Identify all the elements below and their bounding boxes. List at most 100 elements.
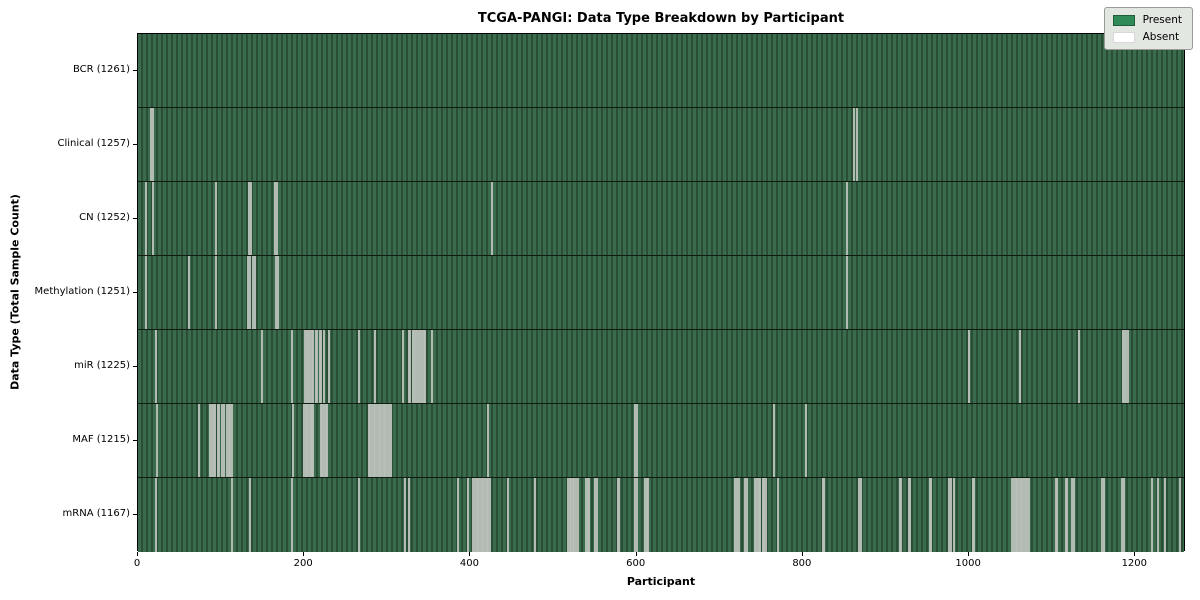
x-tick-mark bbox=[635, 552, 637, 556]
absent-stripe bbox=[326, 404, 329, 477]
absent-stripe bbox=[635, 404, 638, 477]
absent-stripe bbox=[407, 330, 410, 403]
absent-stripe bbox=[507, 478, 510, 552]
absent-stripe bbox=[307, 330, 310, 403]
y-tick-mark bbox=[133, 292, 137, 293]
absent-stripe bbox=[1126, 330, 1129, 403]
absent-stripe bbox=[357, 330, 360, 403]
absent-stripe bbox=[209, 404, 212, 477]
absent-stripe bbox=[318, 330, 321, 403]
absent-stripe bbox=[594, 478, 597, 552]
absent-stripe bbox=[152, 108, 155, 181]
absent-stripe bbox=[485, 478, 488, 552]
absent-stripe bbox=[568, 478, 571, 552]
absent-stripe bbox=[1071, 478, 1074, 552]
absent-stripe bbox=[369, 404, 372, 477]
y-tick-label-cn: CN (1252) bbox=[79, 212, 130, 223]
absent-stripe bbox=[210, 404, 213, 477]
absent-stripe bbox=[1120, 478, 1123, 552]
absent-stripe bbox=[430, 330, 433, 403]
absent-stripe bbox=[634, 478, 637, 552]
absent-stripe bbox=[303, 330, 306, 403]
absent-stripe bbox=[635, 478, 638, 552]
absent-stripe bbox=[187, 256, 190, 329]
absent-stripe bbox=[950, 478, 953, 552]
absent-stripe bbox=[1021, 478, 1024, 552]
absent-stripe bbox=[416, 330, 419, 403]
x-tick-mark bbox=[968, 552, 970, 556]
absent-swatch-icon bbox=[1112, 31, 1135, 43]
absent-stripe bbox=[1101, 478, 1104, 552]
absent-stripe bbox=[482, 478, 485, 552]
absent-stripe bbox=[314, 330, 317, 403]
absent-stripe bbox=[1077, 330, 1080, 403]
legend-item-present: Present bbox=[1112, 14, 1182, 26]
absent-stripe bbox=[595, 478, 598, 552]
absent-stripe bbox=[846, 256, 849, 329]
absent-stripe bbox=[379, 404, 382, 477]
absent-stripe bbox=[480, 478, 483, 552]
absent-stripe bbox=[225, 404, 228, 477]
absent-stripe bbox=[488, 478, 491, 552]
absent-stripe bbox=[759, 478, 762, 552]
y-tick-label-clinical: Clinical (1257) bbox=[57, 138, 131, 149]
plot-area bbox=[137, 33, 1185, 552]
legend: Present Absent bbox=[1103, 7, 1193, 50]
absent-stripe bbox=[290, 478, 293, 552]
absent-stripe bbox=[1018, 330, 1021, 403]
absent-stripe bbox=[618, 478, 621, 552]
absent-stripe bbox=[222, 404, 225, 477]
absent-stripe bbox=[736, 478, 739, 552]
absent-stripe bbox=[384, 404, 387, 477]
absent-stripe bbox=[220, 404, 223, 477]
legend-absent-label: Absent bbox=[1142, 31, 1180, 43]
absent-stripe bbox=[305, 330, 308, 403]
absent-stripe bbox=[308, 404, 311, 477]
absent-stripe bbox=[533, 478, 536, 552]
absent-stripe bbox=[419, 330, 422, 403]
absent-stripe bbox=[382, 404, 385, 477]
absent-stripe bbox=[1026, 478, 1029, 552]
absent-stripe bbox=[467, 478, 470, 552]
absent-stripe bbox=[230, 404, 233, 477]
heatmap-row-mrna bbox=[138, 478, 1184, 552]
absent-stripe bbox=[737, 478, 740, 552]
absent-stripe bbox=[1023, 478, 1026, 552]
absent-stripe bbox=[1014, 478, 1017, 552]
absent-stripe bbox=[761, 478, 764, 552]
absent-stripe bbox=[473, 478, 476, 552]
y-tick-mark bbox=[133, 366, 137, 367]
x-tick-mark bbox=[801, 552, 803, 556]
absent-stripe bbox=[150, 108, 153, 181]
absent-stripe bbox=[292, 404, 295, 477]
absent-stripe bbox=[322, 404, 325, 477]
absent-stripe bbox=[483, 478, 486, 552]
absent-stripe bbox=[634, 404, 637, 477]
heatmap-row-cn bbox=[138, 182, 1184, 256]
absent-stripe bbox=[1121, 330, 1124, 403]
absent-stripe bbox=[968, 330, 971, 403]
absent-stripe bbox=[1056, 478, 1059, 552]
absent-stripe bbox=[765, 478, 768, 552]
absent-stripe bbox=[327, 330, 330, 403]
x-tick-label-800: 800 bbox=[792, 558, 812, 569]
absent-stripe bbox=[763, 478, 766, 552]
absent-stripe bbox=[1019, 478, 1022, 552]
y-axis-title: Data Type (Total Sample Count) bbox=[8, 194, 22, 390]
y-tick-label-bcr: BCR (1261) bbox=[72, 64, 130, 75]
heatmap-row-bcr bbox=[138, 34, 1184, 108]
absent-stripe bbox=[260, 330, 263, 403]
absent-stripe bbox=[1064, 478, 1067, 552]
absent-stripe bbox=[973, 478, 976, 552]
absent-stripe bbox=[274, 256, 277, 329]
heatmap-row-mir bbox=[138, 330, 1184, 404]
absent-stripe bbox=[1157, 478, 1160, 552]
absent-stripe bbox=[303, 404, 306, 477]
absent-stripe bbox=[308, 330, 311, 403]
absent-stripe bbox=[898, 478, 901, 552]
absent-stripe bbox=[230, 478, 233, 552]
absent-stripe bbox=[304, 404, 307, 477]
present-swatch-icon bbox=[1112, 14, 1135, 26]
absent-stripe bbox=[478, 478, 481, 552]
absent-stripe bbox=[1123, 330, 1126, 403]
